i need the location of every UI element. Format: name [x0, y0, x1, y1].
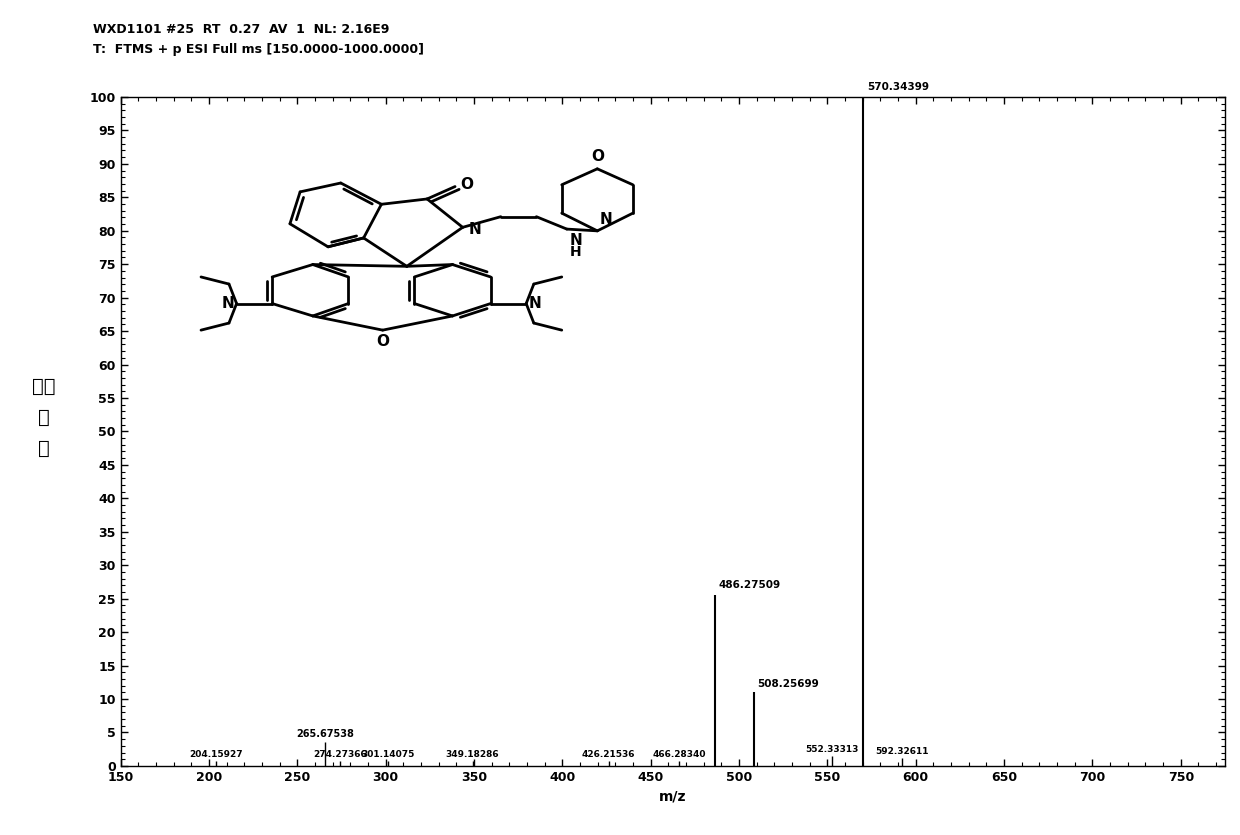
Text: 265.67538: 265.67538 — [296, 729, 353, 739]
Text: 301.14075: 301.14075 — [361, 750, 414, 758]
Text: WXD1101 #25  RT  0.27  AV  1  NL: 2.16E9: WXD1101 #25 RT 0.27 AV 1 NL: 2.16E9 — [93, 23, 389, 37]
Text: 592.32611: 592.32611 — [875, 746, 929, 756]
Text: 204.15927: 204.15927 — [190, 750, 243, 758]
X-axis label: m/z: m/z — [658, 789, 687, 803]
Text: 274.27366: 274.27366 — [314, 750, 367, 758]
Text: 570.34399: 570.34399 — [867, 82, 929, 92]
Text: 349.18286: 349.18286 — [445, 750, 500, 758]
Text: 466.28340: 466.28340 — [652, 750, 707, 758]
Text: T:  FTMS + p ESI Full ms [150.0000-1000.0000]: T: FTMS + p ESI Full ms [150.0000-1000.0… — [93, 43, 424, 57]
Text: 508.25699: 508.25699 — [758, 679, 818, 689]
Text: 486.27509: 486.27509 — [718, 580, 780, 590]
Text: 552.33313: 552.33313 — [805, 745, 858, 754]
Text: 426.21536: 426.21536 — [582, 750, 635, 758]
Text: 相对
丰
度: 相对 丰 度 — [32, 377, 55, 458]
